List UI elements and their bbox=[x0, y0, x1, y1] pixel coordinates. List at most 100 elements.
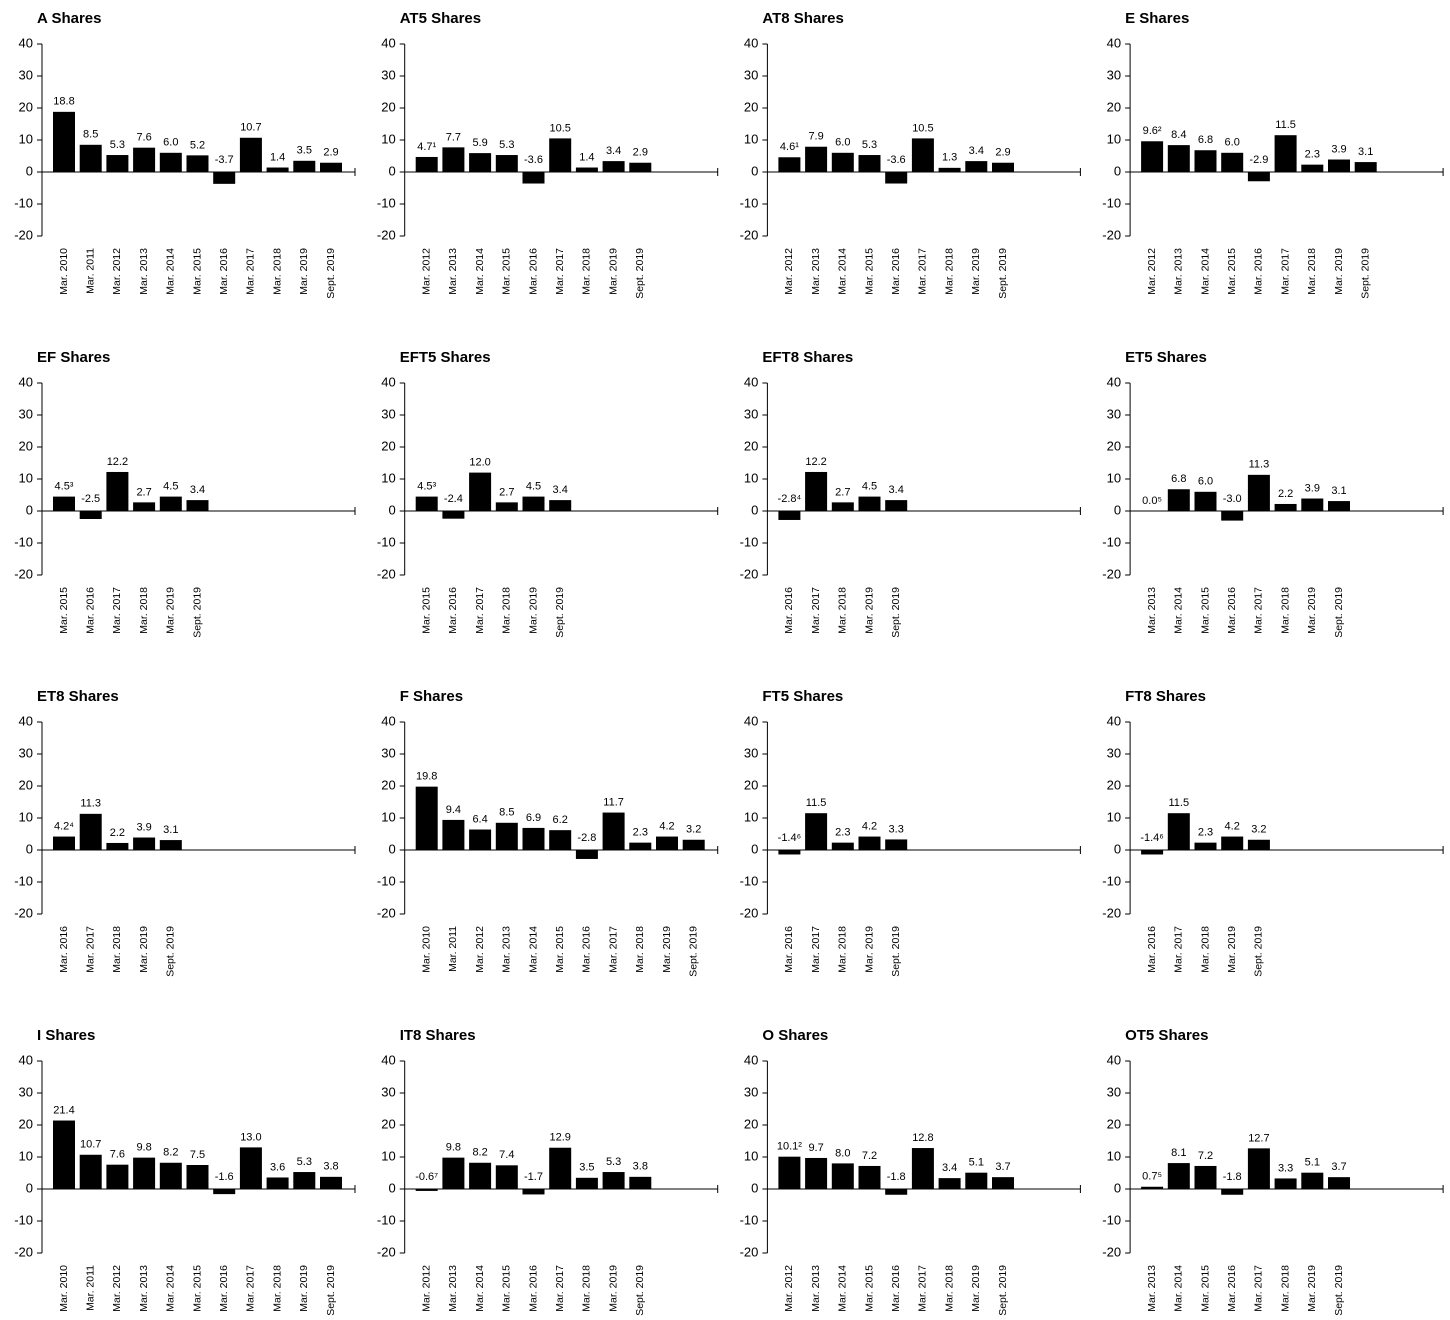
y-tick-label: 0 bbox=[388, 163, 395, 178]
value-label: 8.1 bbox=[1171, 1147, 1186, 1159]
chart-title: ET8 Shares bbox=[37, 688, 119, 705]
value-label: 3.2 bbox=[1251, 824, 1266, 836]
bar bbox=[1274, 1178, 1297, 1189]
x-tick-label: Mar. 2015 bbox=[191, 1265, 203, 1312]
y-tick-label: 20 bbox=[1107, 99, 1121, 114]
bar bbox=[1141, 141, 1164, 172]
bar bbox=[1328, 501, 1350, 511]
value-label: 4.5 bbox=[526, 481, 541, 493]
bar bbox=[442, 511, 465, 519]
y-tick-label: 0 bbox=[388, 841, 395, 856]
bar bbox=[186, 155, 209, 172]
y-tick-label: -10 bbox=[377, 1212, 396, 1227]
x-tick-label: Mar. 2019 bbox=[863, 926, 875, 973]
value-label: 4.7¹ bbox=[417, 141, 436, 153]
x-tick-label: Sept. 2019 bbox=[1253, 926, 1265, 977]
bar bbox=[186, 1165, 209, 1189]
x-tick-label: Sept. 2019 bbox=[687, 926, 699, 977]
bar-chart: EF Shares -20 -10 0 10 20 30 40 4.5³ Mar. 2015 -2.… bbox=[14, 349, 356, 638]
value-label: 2.7 bbox=[136, 486, 151, 498]
y-tick-label: 40 bbox=[744, 374, 758, 389]
bar bbox=[133, 147, 156, 172]
value-label: 11.7 bbox=[603, 796, 624, 808]
bar bbox=[602, 812, 625, 850]
y-tick-label: 20 bbox=[744, 99, 758, 114]
value-label: 3.9 bbox=[136, 821, 151, 833]
x-tick-label: Mar. 2018 bbox=[271, 1265, 283, 1312]
bar bbox=[656, 836, 678, 850]
x-tick-label: Mar. 2016 bbox=[581, 926, 593, 973]
bar bbox=[1328, 1177, 1350, 1189]
value-label: 7.2 bbox=[1198, 1150, 1213, 1162]
x-tick-label: Mar. 2012 bbox=[111, 248, 123, 295]
value-label: 6.8 bbox=[1198, 134, 1213, 146]
x-tick-label: Mar. 2015 bbox=[863, 1265, 875, 1312]
x-tick-label: Mar. 2019 bbox=[1306, 587, 1318, 634]
bar bbox=[938, 1178, 961, 1189]
x-tick-label: Mar. 2017 bbox=[245, 248, 257, 295]
bar bbox=[831, 502, 854, 511]
bar bbox=[858, 836, 881, 850]
bar bbox=[469, 1162, 492, 1189]
y-tick-label: 30 bbox=[744, 406, 758, 421]
x-tick-label: Mar. 2016 bbox=[1226, 587, 1238, 634]
x-tick-label: Mar. 2016 bbox=[527, 248, 539, 295]
value-label: 21.4 bbox=[53, 1104, 74, 1116]
value-label: 8.4 bbox=[1171, 129, 1186, 141]
value-label: 2.9 bbox=[323, 147, 338, 159]
x-tick-label: Mar. 2019 bbox=[607, 1265, 619, 1312]
x-tick-label: Mar. 2019 bbox=[970, 1265, 982, 1312]
bar bbox=[293, 1172, 316, 1189]
bar bbox=[805, 146, 828, 172]
x-tick-label: Mar. 2019 bbox=[970, 248, 982, 295]
x-tick-label: Mar. 2018 bbox=[1199, 926, 1211, 973]
bar bbox=[1274, 503, 1297, 511]
value-label: 11.3 bbox=[80, 798, 101, 810]
bar bbox=[831, 842, 854, 850]
x-tick-label: Mar. 2018 bbox=[271, 248, 283, 295]
bar bbox=[1247, 1148, 1270, 1189]
x-tick-label: Mar. 2013 bbox=[810, 1265, 822, 1312]
x-tick-label: Mar. 2017 bbox=[607, 926, 619, 973]
bar bbox=[885, 500, 908, 511]
bar bbox=[1301, 164, 1324, 172]
bar bbox=[1167, 1163, 1190, 1189]
y-tick-label: 0 bbox=[26, 1180, 33, 1195]
x-tick-label: Sept. 2019 bbox=[191, 587, 203, 638]
bar bbox=[159, 840, 182, 850]
value-label: 3.1 bbox=[163, 824, 178, 836]
value-label: 1.3 bbox=[942, 152, 957, 164]
value-label: 6.9 bbox=[526, 812, 541, 824]
y-tick-label: 40 bbox=[19, 35, 33, 50]
value-label: 3.9 bbox=[1305, 482, 1320, 494]
chart-title: EF Shares bbox=[37, 349, 110, 366]
y-tick-label: 10 bbox=[1107, 809, 1121, 824]
y-tick-label: 40 bbox=[19, 713, 33, 728]
chart-title: F Shares bbox=[400, 688, 463, 705]
y-tick-label: -20 bbox=[377, 1244, 396, 1259]
bar bbox=[549, 1147, 572, 1189]
x-tick-label: Sept. 2019 bbox=[1359, 248, 1371, 299]
x-tick-label: Mar. 2016 bbox=[890, 1265, 902, 1312]
x-tick-label: Mar. 2016 bbox=[1226, 1265, 1238, 1312]
x-tick-label: Mar. 2010 bbox=[58, 248, 70, 295]
x-tick-label: Mar. 2011 bbox=[447, 926, 459, 972]
value-label: 4.5³ bbox=[55, 481, 74, 493]
value-label: 8.2 bbox=[472, 1147, 487, 1159]
y-tick-label: 20 bbox=[744, 1116, 758, 1131]
bar bbox=[469, 472, 492, 511]
x-tick-label: Mar. 2015 bbox=[420, 587, 432, 634]
x-tick-label: Sept. 2019 bbox=[554, 587, 566, 638]
bar bbox=[106, 155, 129, 172]
value-label: 4.5³ bbox=[417, 481, 436, 493]
x-tick-label: Mar. 2014 bbox=[474, 1265, 486, 1312]
value-label: -3.6 bbox=[887, 154, 906, 166]
bar bbox=[415, 156, 438, 172]
bar-chart: OT5 Shares -20 -10 0 10 20 30 40 0.7⁵ Mar. 2013 8.… bbox=[1102, 1027, 1444, 1316]
y-tick-label: 40 bbox=[1107, 374, 1121, 389]
value-label: 10.7 bbox=[240, 122, 261, 134]
chart-title: FT5 Shares bbox=[762, 688, 843, 705]
x-tick-label: Mar. 2019 bbox=[863, 587, 875, 634]
bar bbox=[53, 496, 75, 511]
bar bbox=[1247, 839, 1270, 850]
